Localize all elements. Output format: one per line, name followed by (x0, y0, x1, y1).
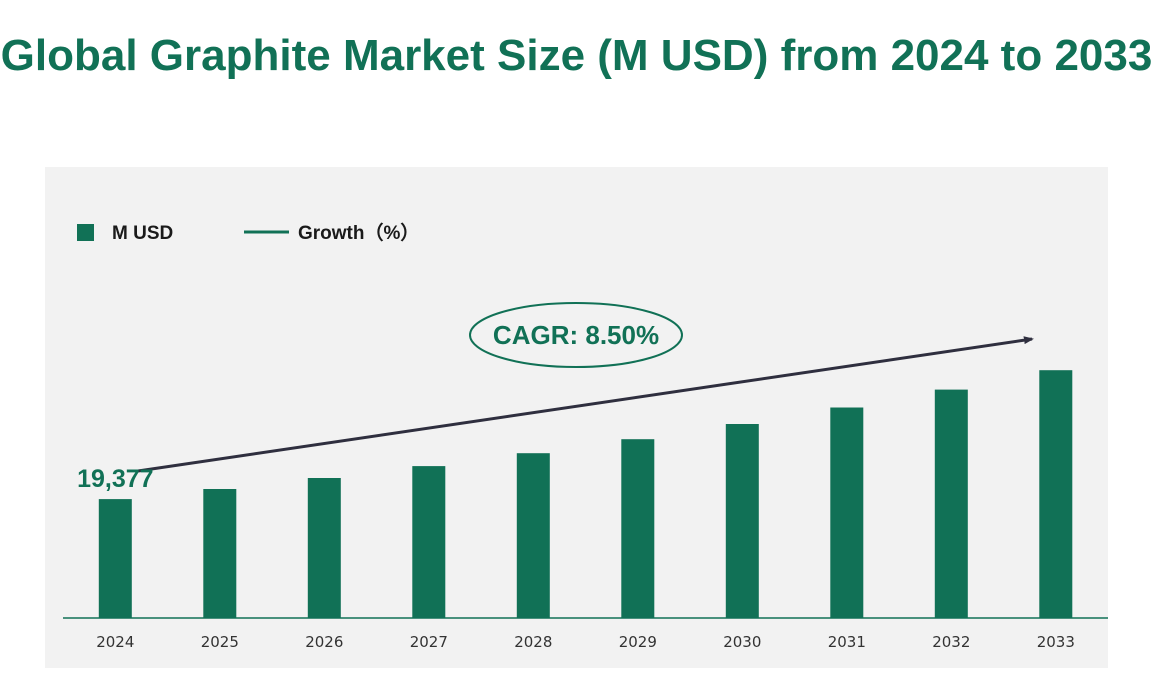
bar-2031 (830, 407, 864, 618)
x-tick-label-2032: 2032 (932, 633, 970, 651)
bars (98, 370, 1073, 618)
bar-2029 (621, 439, 655, 618)
x-tick-label-2033: 2033 (1037, 633, 1075, 651)
trend-arrow (137, 336, 1034, 473)
data-labels: 19,377 (77, 465, 153, 493)
x-tick-label-2028: 2028 (514, 633, 552, 651)
legend-growth-label: Growth（%） (298, 221, 419, 244)
x-tick-label-2029: 2029 (619, 633, 657, 651)
legend-bar-swatch (77, 224, 94, 241)
bar-2033 (1039, 370, 1073, 618)
x-tick-label-2030: 2030 (723, 633, 761, 651)
x-tick-label-2027: 2027 (410, 633, 448, 651)
bar-chart: M USD Growth（%） CAGR: 8.50% 2024 2025 2026… (63, 221, 1108, 651)
x-tick-label-2024: 2024 (96, 633, 134, 651)
bar-2032 (934, 389, 968, 618)
x-tick-label-2025: 2025 (201, 633, 239, 651)
x-tick-labels: 2024 2025 2026 2027 2028 2029 2030 2031 2032 2033 (96, 633, 1075, 651)
cagr-text: CAGR: 8.50% (493, 320, 659, 350)
chart-panel: M USD Growth（%） CAGR: 8.50% 2024 2025 2026… (45, 167, 1108, 668)
legend-series-label: M USD (112, 223, 173, 244)
data-label-2024: 19,377 (77, 465, 153, 493)
bar-2030 (725, 424, 759, 618)
bar-2027 (412, 466, 446, 618)
chart-title: Global Graphite Market Size (M USD) from… (0, 31, 1153, 80)
legend: M USD Growth（%） (77, 221, 419, 244)
x-tick-label-2026: 2026 (305, 633, 343, 651)
bar-2026 (307, 478, 341, 618)
bar-2028 (516, 453, 550, 618)
cagr-ellipse (469, 302, 683, 368)
cagr-annotation: CAGR: 8.50% (469, 302, 683, 368)
bar-2025 (203, 489, 237, 618)
bar-2024 (98, 499, 132, 618)
x-tick-label-2031: 2031 (828, 633, 866, 651)
